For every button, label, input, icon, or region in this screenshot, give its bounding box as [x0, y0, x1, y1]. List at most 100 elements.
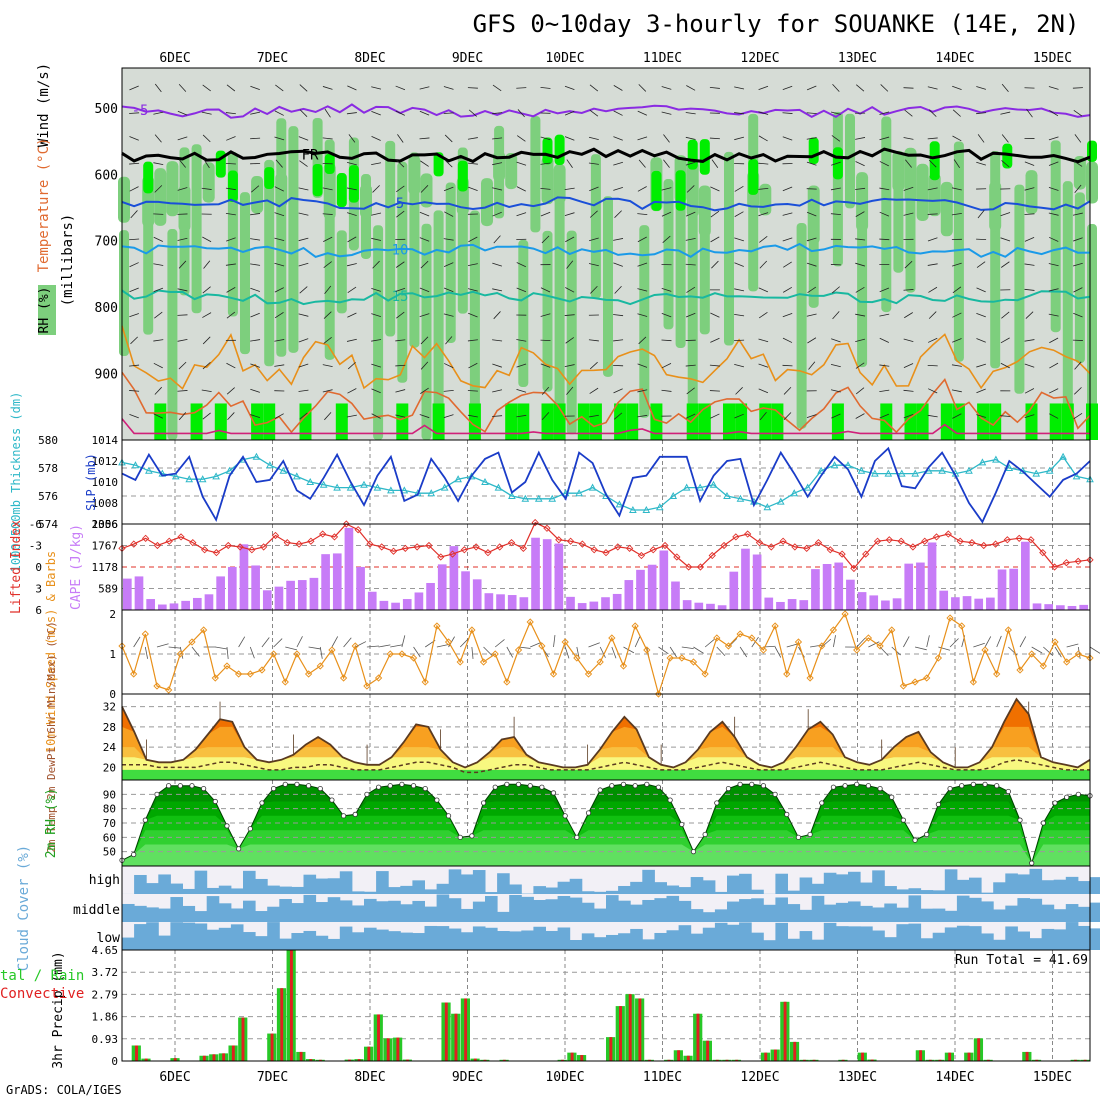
wind-barb — [250, 111, 261, 115]
wind-barb — [734, 313, 745, 317]
cloud-cell — [206, 929, 220, 950]
wind-speed-point — [864, 634, 873, 642]
precip-conv-bar — [270, 1033, 274, 1061]
cloud-cell — [243, 900, 256, 922]
cape-bar — [857, 592, 867, 610]
wind-barb — [395, 414, 406, 418]
cape-bar — [496, 594, 505, 610]
rh-region — [892, 150, 905, 192]
li-point — [189, 538, 197, 547]
ylabel-wind10m: 10m Wind Speed (m/s) & Barbs — [44, 551, 58, 753]
wind-barb — [759, 236, 768, 243]
wind-barb — [347, 361, 356, 370]
li-point — [968, 538, 976, 547]
li-point — [153, 541, 162, 550]
wind-barb — [566, 260, 574, 269]
wind-barb — [927, 263, 938, 266]
wind-barb — [711, 159, 719, 168]
wind-barb — [346, 414, 357, 418]
wind-barb — [613, 238, 624, 241]
wind-barb — [686, 286, 696, 293]
cloud-cell — [751, 932, 764, 950]
temperature-contour — [121, 103, 1091, 119]
wind-speed-point — [678, 654, 686, 662]
wind-barb — [201, 389, 212, 393]
thickness-point — [992, 455, 1000, 463]
panel-cloud-cover: high middle low Cloud Cover (%) — [16, 845, 1100, 971]
wind-barb — [298, 338, 309, 343]
cape-bar — [706, 603, 715, 610]
wind-speed-point — [561, 638, 569, 646]
li-point — [496, 543, 504, 551]
cloud-cell — [303, 894, 317, 922]
wind-barb — [613, 187, 623, 191]
rh-point — [1029, 860, 1035, 866]
wind-barb — [467, 137, 478, 140]
wind-speed-point — [806, 674, 814, 682]
rh-region — [251, 175, 264, 214]
rh-region — [639, 225, 650, 418]
li-point — [413, 543, 421, 551]
li-point — [566, 537, 575, 545]
thickness-point — [575, 489, 583, 497]
cloud-cell — [872, 907, 885, 922]
wind-barb — [710, 413, 720, 419]
rh-point — [317, 785, 323, 792]
wind-barb — [903, 389, 914, 392]
precip-conv-bar — [696, 1013, 700, 1061]
wind-barb — [322, 364, 333, 367]
wind-barb — [1073, 160, 1083, 167]
temperature-contour-label: 5 — [396, 196, 404, 212]
thickness-point — [481, 477, 489, 485]
wind-barb — [371, 111, 381, 116]
wind-speed-point — [818, 642, 826, 650]
wind-barb — [758, 363, 769, 368]
wind-barb — [588, 263, 599, 267]
wind-barb — [372, 185, 380, 193]
thickness-point — [292, 472, 301, 480]
wind-barb — [663, 134, 670, 143]
wind-barb — [541, 412, 550, 421]
wind-barb — [299, 160, 308, 167]
wind-speed-point — [643, 646, 651, 654]
wind-speed-point — [911, 678, 919, 686]
li-point — [614, 543, 622, 551]
wind-barb — [855, 211, 865, 217]
wind-barb — [1026, 108, 1033, 118]
wind-barb — [177, 314, 188, 316]
wind-barb — [371, 135, 381, 141]
cloud-cell — [460, 874, 474, 894]
rh-region — [724, 151, 734, 346]
wind-barb — [154, 134, 162, 143]
wind-barb — [178, 361, 187, 370]
rh-region-saturated — [348, 165, 359, 203]
thickness-point — [938, 466, 946, 474]
wind-barb — [153, 339, 164, 342]
rh-point — [714, 800, 720, 806]
wind-speed-point — [993, 670, 1001, 678]
y2-tick-label: 2356 — [92, 518, 119, 531]
wind-barb — [589, 109, 599, 117]
wind-barb — [130, 210, 138, 219]
thickness-point — [1032, 469, 1041, 477]
cloud-cell — [412, 880, 425, 894]
wind-barb — [914, 646, 927, 651]
wind-barb — [685, 364, 696, 367]
cloud-cell — [122, 903, 135, 922]
thickness-point — [548, 494, 557, 502]
wind-barb — [227, 412, 235, 421]
cape-bar — [811, 569, 820, 610]
cloud-cell — [1053, 929, 1067, 950]
wind-barb — [783, 412, 792, 420]
wind-barb — [129, 186, 139, 192]
y-tick-label: 600 — [95, 168, 118, 183]
wind-barb — [1048, 288, 1059, 292]
rh-point — [410, 783, 417, 789]
thickness-point — [266, 461, 274, 469]
wind-barb — [133, 636, 141, 648]
cloud-cell — [230, 888, 244, 894]
wind-barb — [299, 412, 308, 420]
cloud-cell — [787, 904, 801, 922]
y-tick-label: 32 — [103, 701, 116, 714]
wind-barb — [179, 159, 186, 168]
